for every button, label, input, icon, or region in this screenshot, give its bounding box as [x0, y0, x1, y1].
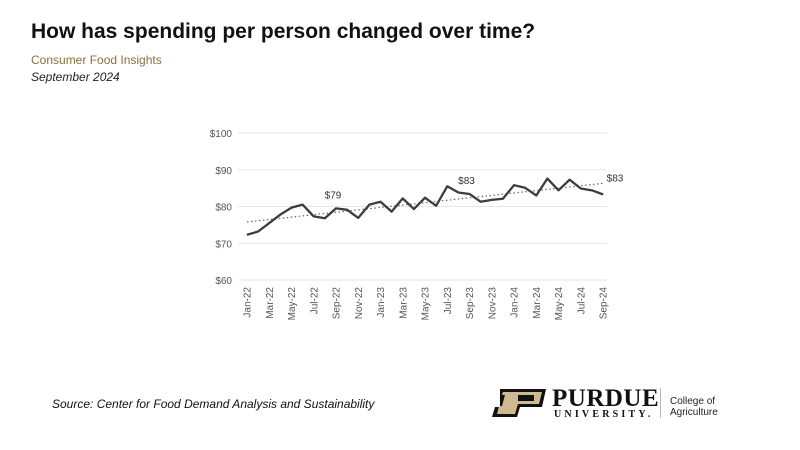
data-point [335, 207, 337, 209]
data-point [279, 214, 281, 216]
data-point [513, 184, 515, 186]
x-tick-label: Jul-23 [443, 287, 454, 315]
subtitle: Consumer Food Insights [31, 53, 162, 67]
data-point [368, 204, 370, 206]
source-note: Source: Center for Food Demand Analysis … [52, 397, 375, 411]
y-tick-label: $90 [215, 166, 232, 177]
data-point [569, 179, 571, 181]
x-tick-label: May-22 [287, 287, 298, 321]
data-point [268, 222, 270, 224]
x-tick-label: Jan-23 [376, 287, 387, 318]
data-point [469, 193, 470, 195]
logo-divider [660, 388, 661, 418]
data-point [457, 192, 459, 194]
x-tick-label: Nov-23 [487, 287, 498, 320]
data-label: $83 [607, 173, 624, 184]
data-point [480, 201, 482, 203]
data-point [591, 189, 593, 191]
data-point [391, 211, 393, 213]
y-tick-label: $60 [215, 276, 232, 287]
data-point [324, 217, 326, 219]
y-tick-label: $70 [215, 239, 232, 250]
x-tick-label: Sep-22 [332, 287, 343, 320]
data-point [246, 234, 248, 236]
data-point [424, 197, 426, 199]
x-tick-label: Jan-24 [510, 287, 521, 318]
x-tick-label: Nov-22 [354, 287, 365, 320]
data-point [357, 217, 359, 219]
x-tick-label: Jan-22 [243, 287, 254, 318]
data-point [580, 187, 582, 189]
x-tick-label: Sep-24 [599, 287, 610, 320]
data-point [291, 207, 292, 209]
x-tick-label: Jul-22 [309, 287, 320, 315]
data-point [402, 197, 404, 199]
data-point [313, 215, 315, 217]
purdue-p-icon [492, 389, 546, 417]
data-point [502, 198, 504, 200]
data-point [413, 208, 415, 210]
data-point [435, 205, 437, 207]
data-point [558, 189, 559, 191]
data-point [302, 204, 304, 206]
logo-name: PURDUE [552, 385, 660, 412]
x-tick-label: Mar-24 [532, 287, 543, 319]
data-point [257, 230, 259, 232]
trendline [246, 182, 604, 223]
page-title: How has spending per person changed over… [31, 20, 536, 43]
data-point [546, 178, 548, 180]
y-tick-label: $80 [215, 203, 232, 214]
purdue-logo: PURDUE UNIVERSITY. College of Agricultur… [490, 385, 760, 420]
x-tick-label: May-23 [421, 287, 432, 321]
report-date: September 2024 [31, 70, 120, 84]
y-tick-label: $100 [210, 129, 233, 140]
x-tick-label: May-24 [554, 287, 565, 321]
x-tick-label: Jul-24 [576, 287, 587, 315]
x-tick-label: Sep-23 [465, 287, 476, 320]
data-label: $83 [458, 176, 475, 187]
college-name: College of Agriculture [670, 396, 718, 418]
x-tick-label: Mar-23 [398, 287, 409, 319]
data-point [602, 193, 604, 195]
data-point [491, 199, 493, 201]
data-point [346, 209, 348, 211]
data-point [380, 201, 381, 203]
logo-sub: UNIVERSITY. [554, 409, 654, 420]
x-tick-label: Mar-22 [265, 287, 276, 319]
data-label: $79 [325, 190, 342, 201]
data-point [446, 185, 448, 187]
data-point [535, 194, 537, 196]
data-point [524, 187, 526, 189]
